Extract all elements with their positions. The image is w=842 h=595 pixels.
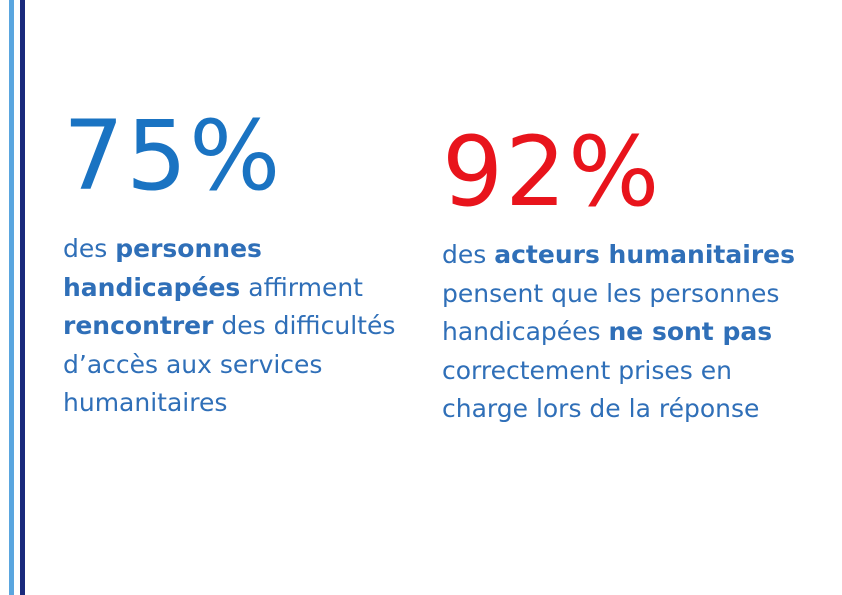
desc-right-part-5: correctement prises en charge lors de la… xyxy=(442,355,760,424)
desc-left-part-1: des xyxy=(63,234,116,263)
desc-right-part-4: ne sont pas xyxy=(608,317,773,346)
desc-left-part-5: des difficultés d’accès aux services hum… xyxy=(63,311,396,417)
desc-right-part-2: acteurs humanitaires xyxy=(494,240,795,269)
stat-block-left: 75% des personnes handicapées affirment … xyxy=(63,108,403,423)
stat-figure-left: 75% xyxy=(63,100,283,212)
stat-description-left: des personnes handicapées affirment renc… xyxy=(63,230,403,423)
stat-description-right: des acteurs humanitaires pensent que les… xyxy=(442,236,802,429)
stat-figure-right: 92% xyxy=(442,116,662,228)
desc-left-part-3: affirment xyxy=(240,272,363,302)
desc-left-part-2: personnes handicapées xyxy=(63,234,262,302)
stat-block-right: 92% des acteurs humanitaires pensent que… xyxy=(442,124,802,429)
decorative-bar-light xyxy=(9,0,14,595)
desc-left-part-4: rencontrer xyxy=(63,311,214,340)
desc-right-part-3: pensent que les personnes handicapées xyxy=(442,278,780,347)
decorative-bar-dark xyxy=(20,0,25,595)
desc-right-part-1: des xyxy=(442,240,495,269)
